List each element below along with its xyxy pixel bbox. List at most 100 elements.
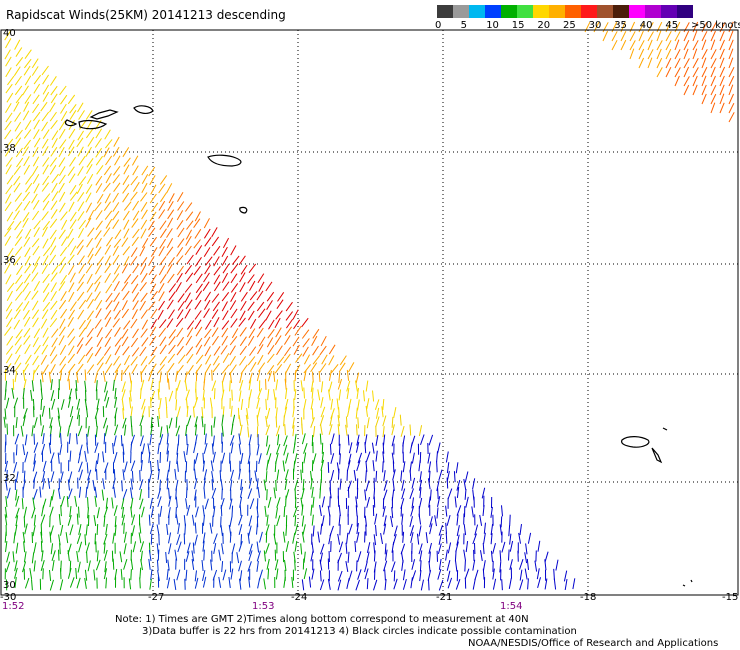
wind-barb <box>60 568 62 580</box>
wind-barb <box>338 541 344 553</box>
wind-barb <box>656 57 663 69</box>
wind-barb <box>238 541 243 552</box>
wind-barb <box>373 534 377 546</box>
wind-barb <box>49 245 57 256</box>
wind-barb <box>175 488 177 500</box>
wind-barb <box>112 477 116 489</box>
wind-barb <box>148 227 156 237</box>
wind-barb <box>87 469 92 481</box>
wind-barb <box>6 211 14 222</box>
wind-barb <box>148 166 156 177</box>
wind-barb <box>240 452 244 464</box>
wind-barb <box>454 550 457 562</box>
wind-barb <box>393 525 398 537</box>
wind-barb <box>104 336 112 347</box>
wind-barb <box>105 354 112 365</box>
wind-barb <box>345 542 348 554</box>
wind-barb <box>114 337 122 347</box>
latitude-label: 34 <box>3 365 16 376</box>
wind-barb <box>284 469 289 481</box>
wind-barb <box>177 293 185 303</box>
wind-barb <box>230 273 238 284</box>
wind-barb <box>303 568 308 580</box>
wind-barb <box>23 335 31 345</box>
wind-barb <box>203 218 210 229</box>
wind-barb <box>274 335 282 346</box>
wind-barb <box>104 272 111 283</box>
wind-barb <box>95 426 98 438</box>
wind-barb <box>464 488 467 500</box>
map-frame <box>0 29 739 596</box>
wind-barb <box>209 397 213 409</box>
wind-barb <box>75 567 78 579</box>
wind-barb <box>166 246 174 256</box>
wind-barb <box>24 263 32 274</box>
wind-barb <box>474 524 479 536</box>
wind-barb <box>68 173 76 184</box>
wind-barb <box>409 424 412 436</box>
wind-barb <box>419 487 422 499</box>
wind-barb <box>5 112 13 123</box>
wind-barb <box>150 416 153 428</box>
wind-barb <box>348 442 353 454</box>
wind-barb <box>76 363 84 374</box>
wind-barb <box>42 460 47 472</box>
wind-barb <box>103 506 109 518</box>
wind-barb <box>229 300 237 311</box>
wind-barb <box>166 577 171 589</box>
wind-barb <box>186 415 192 427</box>
wind-barb <box>177 201 185 211</box>
wind-barb <box>211 380 217 392</box>
wind-barb <box>67 425 71 437</box>
wind-barb <box>193 459 195 471</box>
wind-barb <box>31 579 33 591</box>
wind-barb <box>285 301 293 312</box>
wind-barb <box>131 525 135 537</box>
wind-barb <box>710 39 716 51</box>
wind-barb <box>23 101 30 112</box>
legend-label: 45 <box>665 20 679 31</box>
wind-barb <box>85 217 92 228</box>
wind-barb <box>40 560 45 571</box>
wind-barb <box>437 543 442 555</box>
wind-barb <box>130 497 134 509</box>
wind-barb <box>213 416 216 428</box>
wind-barb <box>42 157 50 167</box>
desertas-island <box>662 427 668 431</box>
wind-barb <box>4 30 12 41</box>
wind-barb <box>328 369 332 381</box>
wind-barb <box>23 129 32 139</box>
wind-barb <box>12 551 15 563</box>
wind-barb <box>40 101 48 112</box>
wind-barb <box>166 443 169 455</box>
wind-barb <box>112 245 119 256</box>
legend-label: 20 <box>537 20 551 31</box>
wind-barb <box>95 128 103 139</box>
wind-barb <box>456 505 462 516</box>
wind-barb <box>284 424 286 436</box>
wind-barb <box>32 199 40 210</box>
wind-barb <box>239 345 248 356</box>
wind-barb <box>148 514 151 526</box>
wind-barb <box>247 356 256 366</box>
wind-barb <box>33 119 40 130</box>
wind-barb <box>555 559 559 571</box>
wind-barb <box>611 39 618 51</box>
wind-barb <box>428 579 430 591</box>
wind-barb <box>256 370 261 382</box>
wind-barb <box>719 57 725 69</box>
wind-barb <box>195 344 203 355</box>
wind-barb <box>86 237 94 248</box>
wind-barb <box>69 506 72 518</box>
wind-barb <box>41 550 44 562</box>
wind-barb <box>400 470 403 482</box>
wind-barb <box>285 541 289 553</box>
wind-barb <box>42 175 50 186</box>
wind-barb <box>148 470 153 482</box>
wind-barb <box>437 442 441 454</box>
wind-barb <box>124 424 127 436</box>
wind-barb <box>139 541 145 553</box>
wind-barb <box>518 532 521 544</box>
wind-barb <box>221 452 226 464</box>
wind-barb <box>141 337 149 347</box>
